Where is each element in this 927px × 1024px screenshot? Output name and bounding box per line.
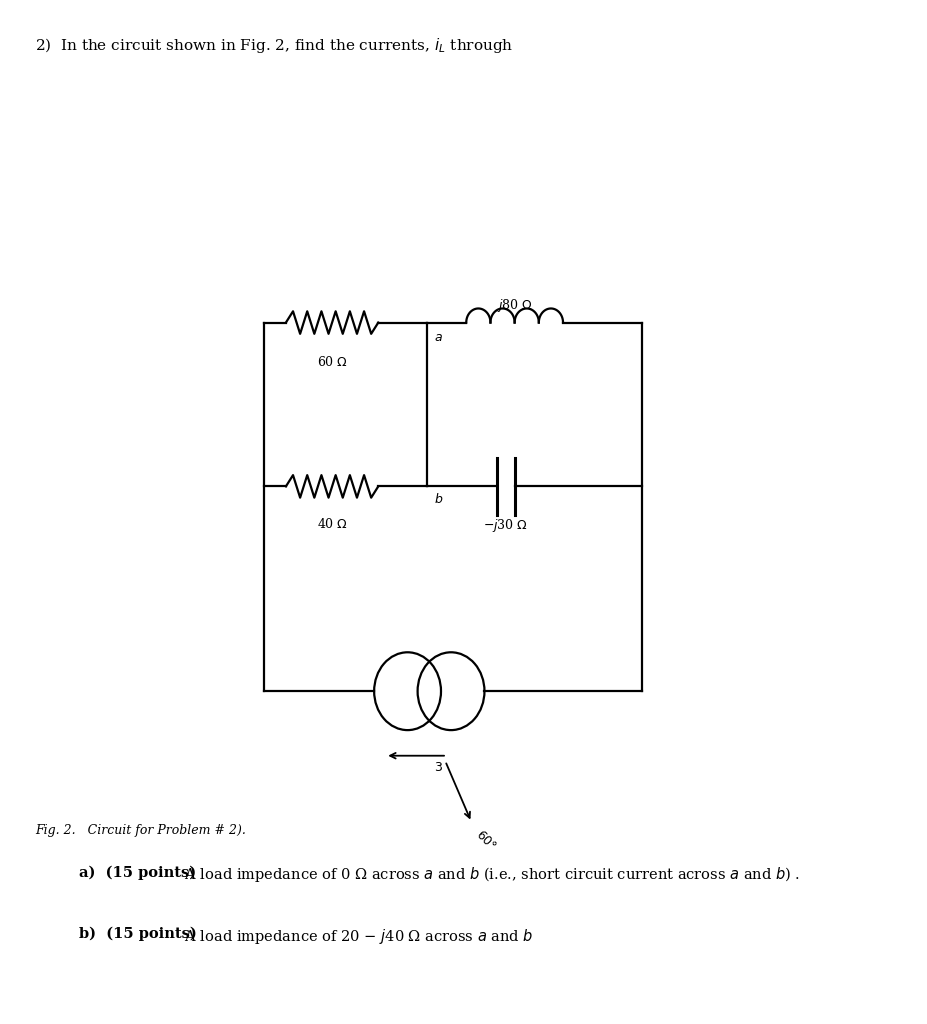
Text: b)  (15 points): b) (15 points): [79, 927, 197, 941]
Text: A load impedance of 20 − $j$40 Ω across $a$ and $b$: A load impedance of 20 − $j$40 Ω across …: [180, 927, 533, 946]
Text: 60 $\Omega$: 60 $\Omega$: [316, 355, 348, 370]
Text: Fig. 2.   Circuit for Problem # 2).: Fig. 2. Circuit for Problem # 2).: [35, 824, 246, 838]
Text: $b$: $b$: [433, 492, 442, 506]
Text: a)  (15 points): a) (15 points): [79, 865, 197, 880]
Text: 2)  In the circuit shown in Fig. 2, find the currents, $i_L$ through: 2) In the circuit shown in Fig. 2, find …: [35, 36, 513, 55]
Text: 40 $\Omega$: 40 $\Omega$: [316, 517, 348, 531]
Text: $j$80 $\Omega$: $j$80 $\Omega$: [496, 297, 532, 314]
Text: A load impedance of 0 Ω across $a$ and $b$ (i.e., short circuit current across $: A load impedance of 0 Ω across $a$ and $…: [180, 865, 799, 885]
Text: $a$: $a$: [433, 331, 442, 344]
Text: $3$: $3$: [433, 761, 442, 774]
Text: $-j$30 $\Omega$: $-j$30 $\Omega$: [483, 517, 527, 535]
Text: $60°$: $60°$: [473, 827, 498, 853]
